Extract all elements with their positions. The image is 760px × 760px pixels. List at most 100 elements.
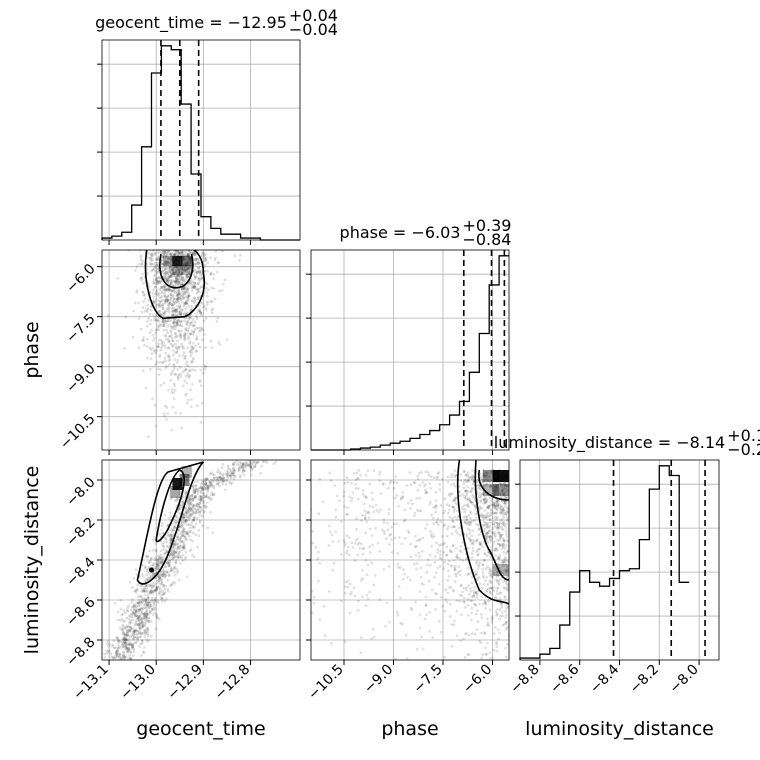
sample-point — [195, 487, 199, 491]
sample-point — [184, 250, 188, 254]
sample-point — [151, 572, 155, 576]
sample-point — [479, 475, 483, 478]
sample-point — [248, 460, 251, 463]
density-cell — [492, 470, 509, 482]
sample-point — [249, 461, 252, 465]
sample-point — [379, 492, 383, 496]
sample-point — [485, 525, 489, 529]
sample-point — [499, 508, 503, 511]
sample-point — [168, 250, 172, 253]
sample-point — [220, 289, 224, 292]
sample-point — [181, 293, 185, 297]
sample-point — [394, 475, 398, 479]
sample-point — [189, 308, 193, 312]
sample-point — [155, 587, 158, 590]
sample-point — [226, 476, 230, 480]
sample-point — [188, 369, 192, 372]
sample-point — [387, 508, 391, 511]
sample-point — [130, 634, 134, 638]
sample-point — [186, 500, 190, 504]
sample-point — [366, 563, 370, 567]
sample-point — [139, 600, 143, 604]
sample-point — [179, 372, 182, 376]
sample-point — [181, 515, 185, 519]
sample-point — [355, 527, 359, 531]
sample-point — [399, 596, 402, 600]
sample-point — [177, 329, 181, 333]
sample-point — [161, 269, 165, 273]
sample-point — [144, 632, 148, 635]
sample-point — [183, 252, 187, 256]
sample-point — [157, 576, 161, 580]
sample-point — [137, 616, 141, 620]
sample-point — [506, 489, 509, 493]
sample-point — [478, 486, 481, 490]
sample-point — [503, 494, 507, 498]
sample-point — [172, 300, 176, 304]
sample-point — [204, 506, 207, 510]
sample-point — [165, 299, 169, 303]
sample-point — [176, 250, 180, 252]
sample-point — [194, 349, 198, 353]
sample-point — [165, 406, 169, 409]
sample-point — [495, 486, 498, 489]
sample-point — [208, 481, 212, 484]
sample-point — [505, 569, 509, 573]
sample-point — [150, 598, 154, 602]
sample-point — [356, 553, 360, 557]
sample-point — [229, 482, 233, 485]
sample-point — [147, 590, 151, 593]
sample-point — [494, 596, 497, 600]
sample-point — [187, 518, 191, 522]
sample-point — [495, 521, 499, 525]
sample-point — [181, 384, 185, 388]
sample-point — [145, 573, 149, 577]
sample-point — [498, 503, 501, 507]
sample-point — [163, 274, 167, 277]
sample-point — [189, 548, 193, 551]
sample-point — [382, 521, 386, 524]
sample-point — [202, 501, 206, 505]
sample-point — [441, 478, 444, 481]
sample-point — [436, 472, 440, 475]
sample-point — [177, 266, 180, 270]
sample-point — [491, 531, 495, 535]
sample-point — [354, 482, 357, 486]
sample-point — [471, 493, 475, 497]
sample-point — [188, 253, 191, 257]
sample-point — [481, 567, 485, 571]
sample-point — [151, 254, 155, 258]
sample-point — [420, 549, 424, 553]
sample-point — [143, 566, 147, 570]
sample-point — [382, 518, 386, 522]
sample-point — [477, 523, 480, 527]
sample-point — [453, 564, 457, 568]
sample-point — [371, 627, 375, 631]
sample-point — [211, 493, 215, 497]
sample-point — [165, 328, 169, 332]
sample-point — [455, 518, 459, 521]
sample-point — [164, 288, 168, 292]
sample-point — [154, 290, 158, 293]
sample-point — [140, 642, 144, 645]
sample-point — [400, 622, 404, 626]
sample-point — [205, 483, 208, 487]
sample-point — [131, 645, 134, 648]
sample-point — [134, 622, 138, 626]
sample-point — [177, 298, 180, 302]
sample-point — [172, 552, 176, 556]
sample-point — [487, 624, 491, 627]
sample-point — [179, 283, 183, 286]
sample-point — [499, 519, 503, 522]
sample-point — [158, 576, 161, 579]
sample-point — [145, 337, 149, 341]
sample-point — [145, 601, 149, 605]
sample-point — [187, 292, 191, 296]
sample-point — [204, 495, 208, 498]
sample-point — [181, 276, 184, 280]
sample-point — [148, 591, 152, 595]
sample-point — [125, 640, 128, 644]
sample-point — [484, 515, 488, 519]
sample-point — [193, 320, 197, 324]
sample-point — [150, 252, 154, 256]
